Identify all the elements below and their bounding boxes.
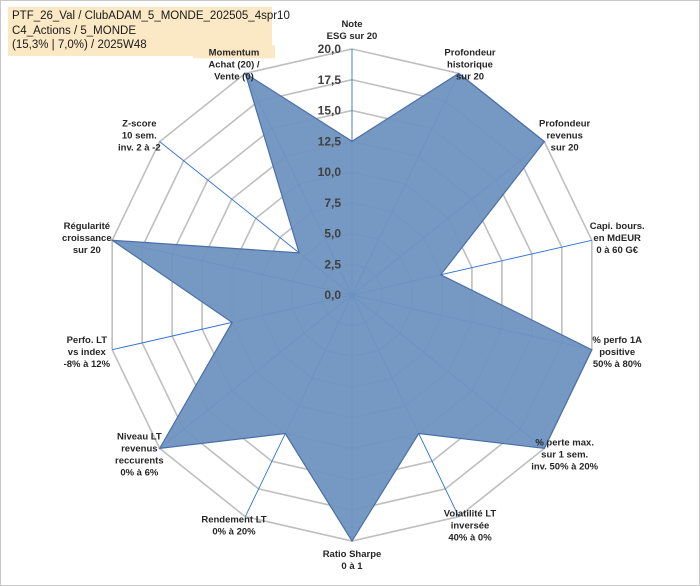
chart-title-line-1: PTF_26_Val / ClubADAM_5_MONDE_202505_4sp…	[12, 10, 290, 22]
category-label-5-line-1: sur 1 sem.	[541, 450, 588, 461]
category-label-12-line-2: inv. 2 à -2	[118, 142, 161, 153]
category-label-4-line-0: % perfo 1A	[592, 335, 642, 346]
category-label-7-line-0: Ratio Sharpe	[323, 549, 382, 560]
category-label-12-line-0: Z-score	[122, 118, 156, 129]
category-label-11-line-0: Régularité	[64, 221, 110, 232]
category-label-3-line-0: Capi. bours.	[590, 221, 645, 232]
category-label-13-line-1: Achat (20) /	[208, 59, 260, 70]
category-label-1-line-2: sur 20	[456, 71, 484, 82]
category-label-2-line-2: sur 20	[551, 142, 579, 153]
category-label-0-line-1: ESG sur 20	[327, 31, 378, 42]
category-label-4-line-1: positive	[599, 347, 635, 358]
category-label-8-line-1: 0% à 20%	[212, 527, 256, 538]
tick-label-4: 10,0	[318, 165, 342, 179]
radar-tick-labels: 0,0 2,5 5,0 7,5 10,0 12,5 15,0 17,5 20,0	[318, 42, 342, 302]
tick-label-3: 7,5	[324, 196, 341, 210]
category-label-4-line-2: 50% à 80%	[593, 359, 642, 370]
category-label-6-line-1: inversée	[451, 521, 490, 532]
category-label-7-line-1: 0 à 1	[341, 561, 363, 572]
tick-label-0: 0,0	[324, 288, 341, 302]
category-label-2-line-1: revenus	[546, 130, 582, 141]
category-label-6-line-0: Volatilité LT	[444, 509, 497, 520]
tick-label-1: 2,5	[324, 257, 341, 271]
tick-label-6: 15,0	[318, 104, 342, 118]
category-label-8: Rendement LT0% à 20%	[201, 515, 266, 538]
chart-title-box: PTF_26_Val / ClubADAM_5_MONDE_202505_4sp…	[8, 7, 290, 56]
category-label-10-line-0: Perfo. LT	[67, 335, 108, 346]
category-label-0-line-0: Note	[341, 19, 362, 30]
category-label-11-line-2: sur 20	[73, 245, 101, 256]
category-label-2-line-0: Profondeur	[539, 118, 590, 129]
category-label-9-line-0: Niveau LT	[117, 432, 162, 443]
category-label-3-line-1: en MdEUR	[593, 233, 641, 244]
category-label-5: % perte max.sur 1 sem.inv. 50% à 20%	[531, 438, 598, 473]
category-label-9-line-1: revenus	[121, 444, 157, 455]
tick-label-5: 12,5	[318, 134, 342, 148]
radar-series	[110, 71, 593, 543]
category-label-1-line-1: historique	[447, 59, 493, 70]
chart-title-line-3: (15,3% | 7,0%) / 2025W48	[12, 39, 147, 51]
category-label-1-line-0: Profondeur	[444, 47, 495, 58]
chart-title-line-2: C4_Actions / 5_MONDE	[12, 24, 136, 37]
category-label-12-line-1: 10 sem.	[122, 130, 157, 141]
category-label-8-line-0: Rendement LT	[201, 515, 266, 526]
category-label-11-line-1: croissance	[62, 233, 112, 244]
category-label-13-line-2: Vente (0)	[214, 71, 254, 82]
category-label-9-line-3: 0% à 6%	[120, 468, 159, 479]
tick-label-8: 20,0	[318, 42, 342, 56]
category-label-10-line-2: -8% à 12%	[64, 359, 111, 370]
category-label-9-line-2: reccurents	[115, 456, 164, 467]
category-label-5-line-0: % perte max.	[535, 438, 594, 449]
tick-label-2: 5,0	[324, 227, 341, 241]
tick-label-7: 17,5	[318, 73, 342, 87]
category-label-3-line-2: 0 à 60 G€	[596, 245, 638, 256]
category-label-10-line-1: vs index	[68, 347, 107, 358]
category-label-6-line-2: 40% à 0%	[448, 533, 492, 544]
category-label-highlight	[192, 45, 275, 59]
series-area-0	[110, 71, 593, 543]
category-label-5-line-2: inv. 50% à 20%	[531, 462, 598, 473]
category-label-13-line-0: Momentum	[209, 47, 260, 58]
